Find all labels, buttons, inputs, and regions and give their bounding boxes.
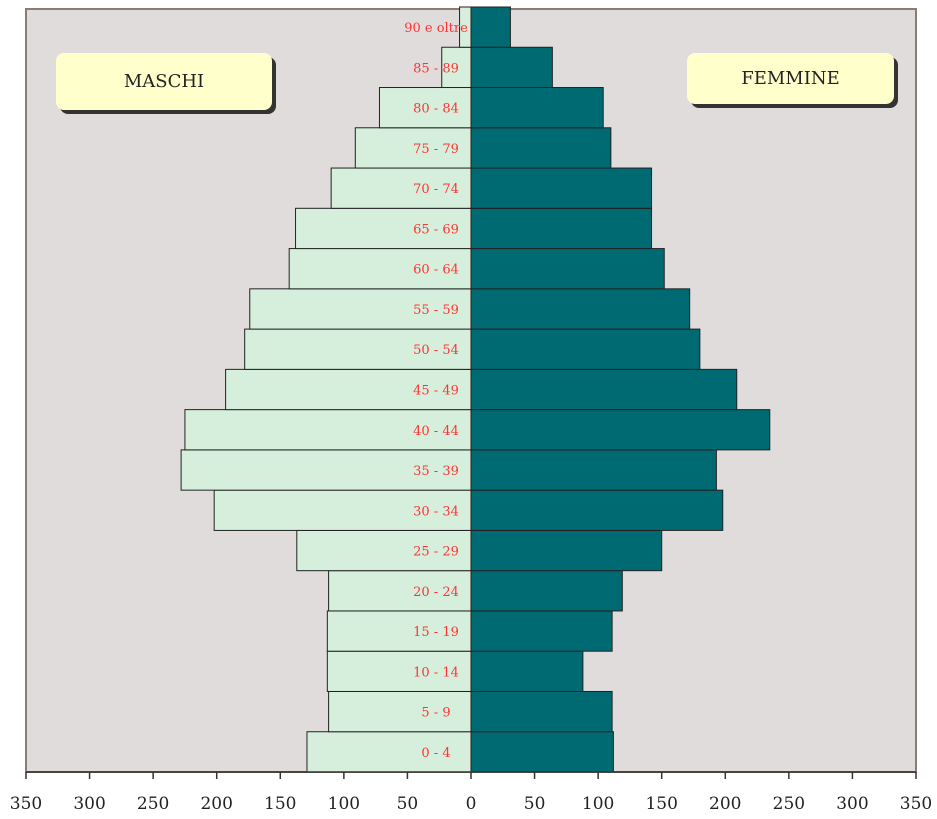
x-tick-label: 250 bbox=[773, 794, 805, 814]
female-bar-75-79 bbox=[470, 127, 612, 169]
x-tick-label: 100 bbox=[582, 794, 614, 814]
female-bar-25-29 bbox=[470, 529, 663, 572]
age-group-label: 10 - 14 bbox=[413, 665, 459, 680]
x-tick-label: 50 bbox=[524, 794, 546, 814]
female-bar-5-9 bbox=[470, 690, 613, 733]
female-bar-90eoltre bbox=[470, 6, 511, 48]
age-group-label: 30 - 34 bbox=[413, 504, 459, 519]
x-tick-label: 200 bbox=[709, 794, 741, 814]
female-bar-65-69 bbox=[470, 207, 653, 250]
male-bar-55-59 bbox=[249, 288, 472, 330]
male-bar-15-19 bbox=[326, 610, 472, 652]
male-bar-85-89 bbox=[441, 46, 472, 89]
x-tick-label: 300 bbox=[836, 794, 868, 814]
female-bar-85-89 bbox=[470, 46, 553, 89]
female-bar-55-59 bbox=[470, 288, 691, 330]
age-group-label: 45 - 49 bbox=[413, 383, 459, 398]
legend-male-label: MASCHI bbox=[123, 71, 205, 92]
age-group-label: 25 - 29 bbox=[413, 545, 459, 560]
age-group-labels: 0 - 4 5 - 9 10 - 14 15 - 19 20 - 24 25 - 29 30… bbox=[404, 21, 468, 761]
x-axis-ticks: 350 300 250 200 150 100 50 0 50 100 150 200 250 300 35… bbox=[10, 772, 932, 814]
age-group-label: 65 - 69 bbox=[413, 222, 459, 237]
male-bar-35-39 bbox=[180, 449, 472, 491]
female-bar-40-44 bbox=[470, 409, 771, 451]
age-group-label: 75 - 79 bbox=[413, 142, 459, 157]
female-bar-20-24 bbox=[470, 570, 623, 612]
female-bar-35-39 bbox=[470, 449, 717, 491]
x-tick-label: 150 bbox=[645, 794, 677, 814]
male-bar-20-24 bbox=[328, 570, 472, 612]
age-group-label: 60 - 64 bbox=[413, 263, 459, 278]
legend-female-label: FEMMINE bbox=[741, 68, 840, 89]
age-group-label: 20 - 24 bbox=[413, 585, 459, 600]
age-group-label: 55 - 59 bbox=[413, 303, 459, 318]
male-bar-80-84 bbox=[378, 87, 472, 129]
female-bar-10-14 bbox=[470, 650, 584, 692]
female-bar-60-64 bbox=[470, 248, 665, 290]
legend-female: FEMMINE bbox=[687, 53, 894, 104]
age-group-label: 70 - 74 bbox=[413, 182, 459, 197]
male-bars bbox=[180, 6, 472, 773]
female-bar-30-34 bbox=[470, 489, 724, 531]
male-bar-70-74 bbox=[330, 167, 472, 209]
age-group-label: 5 - 9 bbox=[421, 706, 450, 721]
female-bar-70-74 bbox=[470, 167, 653, 209]
male-bar-40-44 bbox=[184, 409, 472, 451]
male-bar-30-34 bbox=[213, 489, 472, 531]
x-tick-label: 350 bbox=[10, 794, 42, 814]
female-bar-80-84 bbox=[470, 87, 604, 129]
female-bars bbox=[470, 6, 771, 773]
male-bar-10-14 bbox=[326, 650, 472, 692]
female-bar-50-54 bbox=[470, 328, 701, 370]
x-tick-label: 100 bbox=[328, 794, 360, 814]
x-tick-label: 250 bbox=[137, 794, 169, 814]
age-group-label: 50 - 54 bbox=[413, 343, 459, 358]
age-group-label: 35 - 39 bbox=[413, 464, 459, 479]
age-group-label: 85 - 89 bbox=[413, 61, 459, 76]
female-bar-15-19 bbox=[470, 610, 613, 652]
x-tick-label: 200 bbox=[200, 794, 232, 814]
x-tick-label: 50 bbox=[397, 794, 419, 814]
male-bar-25-29 bbox=[296, 529, 472, 572]
legend-male: MASCHI bbox=[56, 53, 272, 110]
age-group-label: 0 - 4 bbox=[421, 746, 450, 761]
male-bar-50-54 bbox=[244, 328, 472, 370]
age-group-label: 15 - 19 bbox=[413, 625, 459, 640]
x-tick-label: 350 bbox=[900, 794, 932, 814]
x-tick-label: 0 bbox=[466, 794, 477, 814]
female-bar-45-49 bbox=[470, 368, 738, 411]
male-bar-0-4 bbox=[306, 731, 472, 773]
x-tick-label: 300 bbox=[73, 794, 105, 814]
male-bar-75-79 bbox=[354, 127, 472, 169]
age-group-label: 80 - 84 bbox=[413, 102, 459, 117]
x-tick-label: 150 bbox=[264, 794, 296, 814]
age-group-label: 40 - 44 bbox=[413, 424, 459, 439]
female-bar-0-4 bbox=[470, 731, 614, 773]
age-group-label: 90 e oltre bbox=[404, 21, 468, 36]
